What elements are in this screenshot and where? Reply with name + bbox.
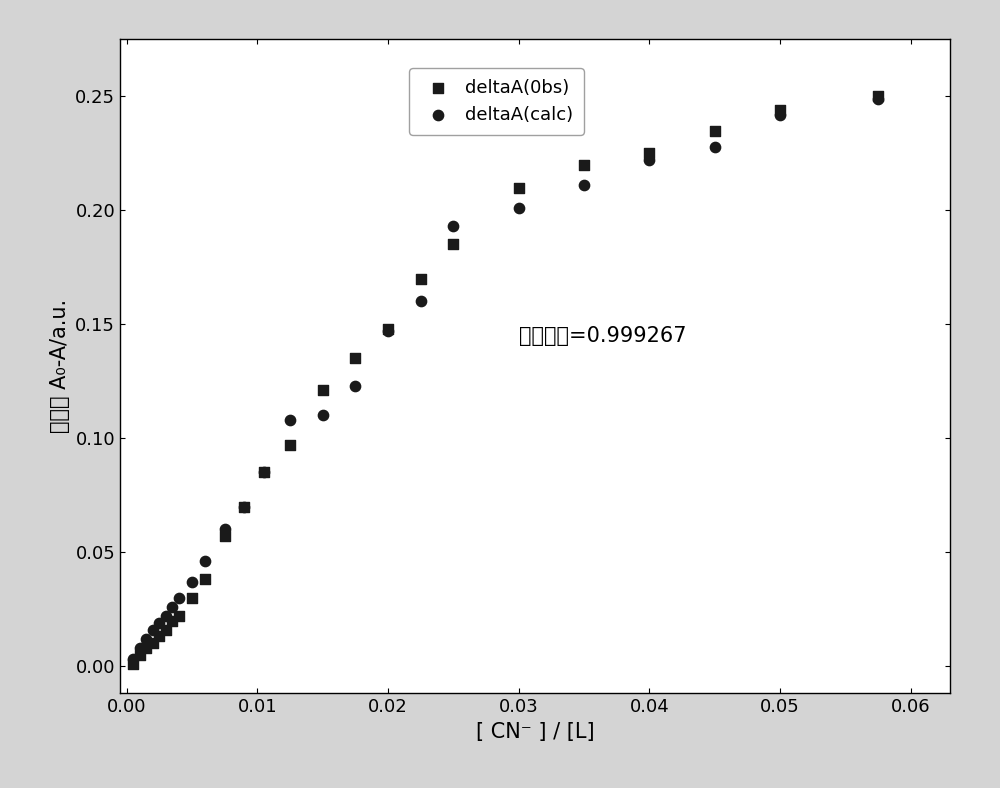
Text: 相关系数=0.999267: 相关系数=0.999267: [519, 326, 686, 347]
deltaA(0bs): [511, 181, 527, 194]
deltaA(calc): [511, 202, 527, 214]
deltaA(calc): [413, 296, 429, 308]
deltaA(0bs): [132, 649, 148, 661]
deltaA(0bs): [256, 466, 272, 478]
deltaA(0bs): [158, 623, 174, 636]
deltaA(0bs): [576, 158, 592, 171]
deltaA(calc): [197, 555, 213, 567]
deltaA(calc): [158, 610, 174, 623]
deltaA(0bs): [707, 125, 723, 137]
X-axis label: [ CN⁻ ] / [L]: [ CN⁻ ] / [L]: [476, 722, 594, 742]
deltaA(0bs): [125, 657, 141, 670]
deltaA(calc): [641, 154, 657, 166]
deltaA(0bs): [870, 90, 886, 102]
deltaA(calc): [132, 641, 148, 654]
deltaA(calc): [707, 140, 723, 153]
deltaA(calc): [236, 500, 252, 513]
deltaA(calc): [125, 653, 141, 666]
deltaA(0bs): [171, 610, 187, 623]
deltaA(0bs): [445, 238, 461, 251]
Legend: deltaA(0bs), deltaA(calc): deltaA(0bs), deltaA(calc): [409, 68, 584, 135]
deltaA(0bs): [380, 322, 396, 335]
deltaA(calc): [256, 466, 272, 478]
deltaA(0bs): [217, 530, 233, 542]
deltaA(0bs): [347, 352, 363, 365]
deltaA(calc): [282, 414, 298, 426]
deltaA(0bs): [197, 573, 213, 585]
deltaA(calc): [347, 380, 363, 392]
deltaA(calc): [772, 108, 788, 121]
deltaA(calc): [151, 616, 167, 629]
deltaA(calc): [138, 633, 154, 645]
deltaA(0bs): [282, 439, 298, 452]
deltaA(calc): [171, 592, 187, 604]
deltaA(calc): [576, 179, 592, 191]
deltaA(calc): [184, 575, 200, 588]
deltaA(0bs): [184, 592, 200, 604]
Y-axis label: 吸光度 A₀-A/a.u.: 吸光度 A₀-A/a.u.: [50, 299, 70, 433]
deltaA(calc): [870, 92, 886, 105]
deltaA(calc): [217, 523, 233, 536]
deltaA(0bs): [151, 630, 167, 643]
deltaA(calc): [315, 409, 331, 422]
deltaA(calc): [145, 623, 161, 636]
deltaA(calc): [164, 600, 180, 613]
deltaA(0bs): [641, 147, 657, 160]
deltaA(calc): [380, 325, 396, 337]
deltaA(0bs): [236, 500, 252, 513]
deltaA(0bs): [413, 273, 429, 285]
deltaA(0bs): [772, 104, 788, 117]
deltaA(0bs): [145, 637, 161, 649]
deltaA(0bs): [164, 614, 180, 626]
deltaA(calc): [445, 220, 461, 232]
deltaA(0bs): [138, 641, 154, 654]
deltaA(0bs): [315, 384, 331, 396]
